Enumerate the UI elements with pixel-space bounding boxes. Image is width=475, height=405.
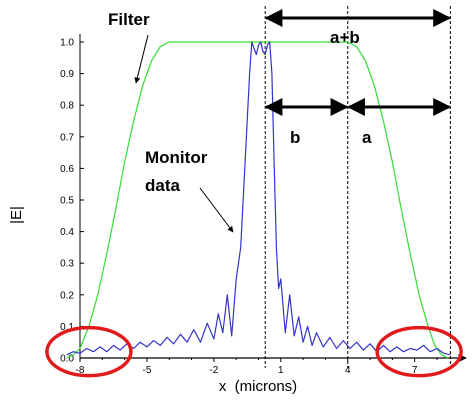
highlight-circles: [45, 325, 463, 378]
x-tick-label: 7: [412, 365, 418, 376]
x-tick-label: -5: [142, 365, 151, 376]
x-tick-label: -8: [76, 365, 85, 376]
y-tick-label: 0.1: [60, 322, 74, 333]
series-layer: [66, 41, 451, 359]
annotation-data: data: [145, 176, 181, 195]
annotation-monitor: Monitor: [145, 148, 208, 167]
y-tick-label: 0.9: [60, 69, 74, 80]
x-tick-label: 1: [278, 365, 284, 376]
vertical-markers: [264, 6, 451, 368]
series-monitor-line: [66, 41, 451, 356]
span-arrows: [134, 9, 452, 233]
y-tick-label: 0.8: [60, 101, 74, 112]
filter-pointer-arrow: [134, 34, 149, 84]
monitor-pointer-arrow: [199, 187, 234, 233]
y-tick-label: 1.0: [60, 38, 74, 49]
y-tick-label: 0.7: [60, 132, 74, 143]
y-axis-label: |E|: [8, 206, 25, 224]
annotation-a-plus-b: a+b: [330, 28, 360, 47]
y-tick-label: 0.3: [60, 259, 74, 270]
highlight-circle-left: [45, 325, 133, 378]
annotation-filter: Filter: [108, 10, 150, 29]
series-filter-line: [66, 41, 449, 359]
y-tick-label: 0.5: [60, 196, 74, 207]
highlight-circle-right: [375, 325, 463, 378]
annotation-b: b: [290, 128, 300, 147]
y-tick-label: 0.2: [60, 290, 74, 301]
y-tick-label: 0.0: [60, 354, 74, 365]
y-tick-label: 0.4: [60, 227, 74, 238]
x-tick-label: -2: [209, 365, 218, 376]
annotation-a: a: [362, 128, 372, 147]
x-tick-label: 4: [345, 365, 351, 376]
y-tick-label: 0.6: [60, 164, 74, 175]
axes: 0.0 0.1 0.2 0.3 0.4 0.5 0.6 0.7 0.8 0.9 1.0 -8 -5 -2 1…: [60, 34, 467, 376]
x-axis-label: x (microns): [219, 378, 297, 395]
